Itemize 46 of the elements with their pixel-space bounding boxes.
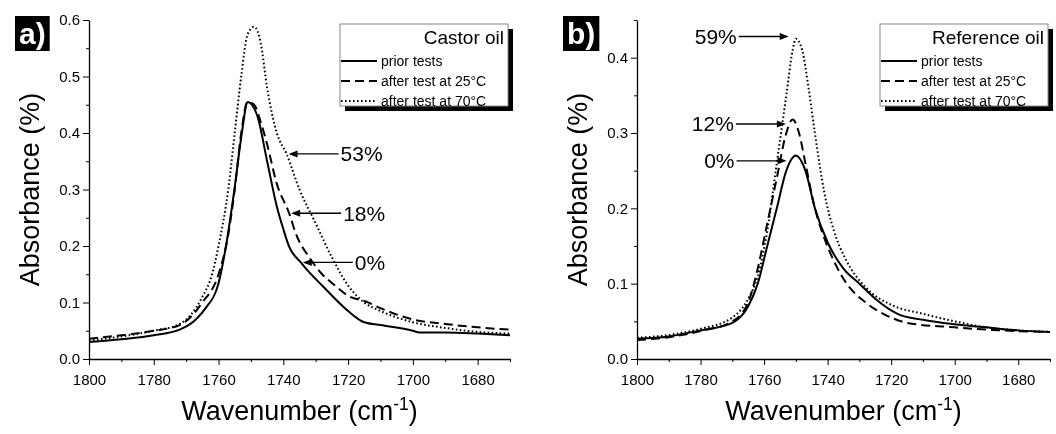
x-tick-label: 1800 [620, 370, 655, 388]
chart-title: a) [19, 17, 46, 50]
y-tick-label: 0.3 [607, 124, 628, 142]
x-tick-label: 1700 [938, 370, 972, 388]
y-tick-label: 0.6 [59, 11, 80, 29]
y-tick-label: 0.2 [59, 237, 80, 255]
y-tick-label: 0.1 [59, 293, 80, 311]
legend-label: after test at 25°C [381, 72, 487, 89]
y-tick-label: 0.0 [607, 350, 628, 368]
y-tick-label: 0.2 [607, 199, 628, 217]
y-tick-label: 0.5 [59, 67, 80, 85]
x-tick-label: 1780 [137, 370, 171, 388]
x-tick-label: 1680 [461, 370, 495, 388]
x-tick-label: 1720 [874, 370, 909, 388]
y-tick-label: 0.1 [607, 274, 628, 292]
x-axis-title: Wavenumber (cm$^{-1}$) [181, 394, 418, 426]
annotation: 18% [343, 201, 386, 225]
legend-label: after test at 70°C [381, 92, 487, 109]
legend-label: prior tests [381, 52, 443, 69]
annotation: 0% [354, 250, 386, 274]
x-tick-label: 1740 [267, 370, 301, 388]
x-tick-label: 1700 [396, 370, 431, 388]
legend-label: after test at 70°C [921, 92, 1027, 109]
x-tick-label: 1800 [72, 370, 107, 388]
legend-title: Castor oil [423, 27, 504, 48]
y-tick-label: 0.0 [59, 350, 80, 368]
x-tick-label: 1760 [202, 370, 236, 388]
legend-title: Reference oil [932, 27, 1044, 48]
y-tick-label: 0.4 [59, 124, 80, 142]
annotation: 12% [691, 112, 734, 136]
annotation: 0% [704, 149, 735, 173]
x-tick-label: 1780 [684, 370, 718, 388]
legend-label: prior tests [921, 52, 983, 69]
chart-title: b) [567, 17, 596, 50]
y-tick-label: 0.4 [607, 48, 628, 66]
x-axis-title: Wavenumber (cm$^{-1}$) [725, 394, 962, 426]
annotation: 59% [694, 24, 737, 48]
x-tick-label: 1680 [1002, 370, 1036, 388]
x-tick-label: 1740 [811, 370, 845, 388]
legend-label: after test at 25°C [921, 72, 1027, 89]
x-tick-label: 1720 [331, 370, 366, 388]
x-tick-label: 1760 [747, 370, 782, 388]
annotation: 53% [340, 142, 383, 166]
y-axis-title: Absorbance (%) [563, 92, 593, 287]
y-axis-title: Absorbance (%) [15, 92, 45, 287]
y-tick-label: 0.3 [59, 180, 80, 198]
